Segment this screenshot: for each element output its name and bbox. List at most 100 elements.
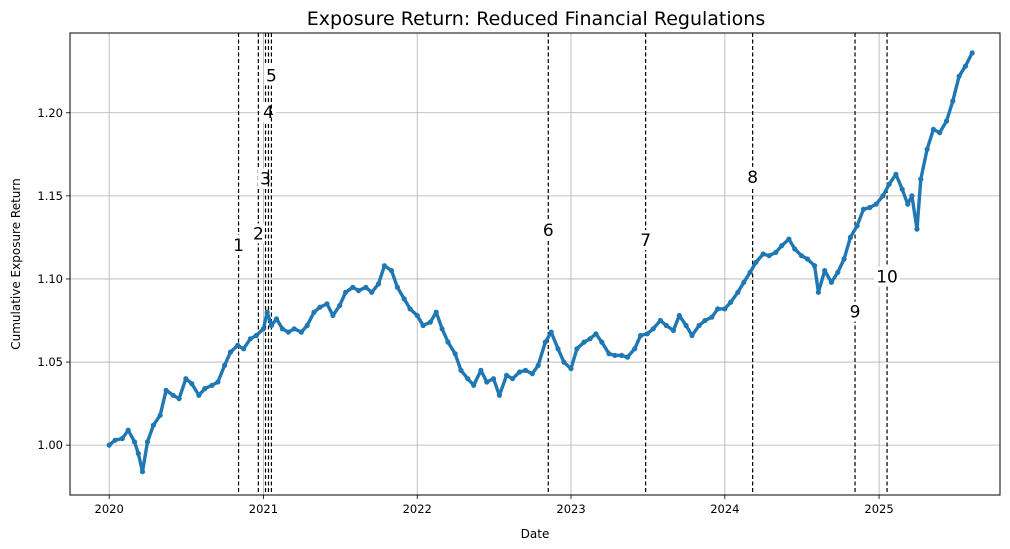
data-point [722, 306, 728, 312]
data-point [324, 301, 330, 307]
data-point [880, 193, 886, 199]
data-point [106, 442, 112, 448]
data-point [828, 279, 835, 285]
data-point [343, 289, 349, 295]
grid-lines [70, 33, 1000, 495]
data-point [170, 392, 176, 398]
data-point [741, 279, 747, 285]
event-label-bg [250, 223, 266, 244]
data-point [196, 392, 202, 398]
data-point [792, 246, 798, 252]
data-point [650, 326, 656, 332]
data-point [542, 339, 548, 345]
data-point [189, 381, 195, 387]
data-point [119, 435, 125, 442]
y-tick-label: 1.15 [37, 189, 63, 203]
data-point [414, 312, 420, 319]
data-point [478, 367, 484, 373]
chart-title: Exposure Return: Reduced Financial Regul… [307, 8, 765, 30]
x-axis-label: Date [521, 527, 550, 541]
data-point [273, 316, 280, 322]
data-point [144, 439, 151, 445]
x-tick-label: 2025 [864, 502, 893, 516]
data-point [496, 392, 502, 398]
data-point [683, 322, 689, 329]
data-point [131, 439, 138, 445]
data-point [279, 326, 285, 332]
data-point [311, 309, 317, 315]
data-point [247, 336, 253, 342]
data-point [381, 263, 387, 269]
data-point [753, 259, 759, 265]
data-point [253, 332, 259, 339]
data-point [715, 306, 721, 312]
data-point [139, 469, 146, 475]
data-point [937, 130, 943, 136]
data-point [905, 201, 911, 207]
data-point [260, 326, 266, 332]
y-tick-label: 1.10 [37, 272, 63, 286]
data-point [363, 284, 369, 290]
data-point [317, 304, 323, 310]
event-label: 6 [543, 221, 554, 241]
data-point [112, 437, 118, 443]
data-point [644, 331, 650, 337]
data-point [663, 322, 669, 329]
data-point [747, 269, 753, 275]
data-point [950, 98, 956, 104]
data-point [779, 243, 785, 249]
data-point [350, 284, 356, 290]
data-point [439, 326, 445, 332]
event-label: 5 [266, 67, 277, 87]
data-point [452, 351, 458, 357]
data-point [619, 352, 625, 358]
data-point [624, 354, 631, 360]
event-label-bg [847, 301, 863, 322]
x-tick-label: 2024 [710, 502, 739, 516]
plot-frame [69, 32, 1001, 496]
data-point [304, 322, 310, 329]
data-point [914, 226, 920, 232]
event-label-bg [231, 235, 247, 256]
data-point [555, 346, 561, 352]
data-point [899, 186, 905, 192]
event-label-bg [263, 65, 279, 86]
event-label-bg [745, 166, 761, 187]
data-point [612, 352, 618, 358]
data-point [798, 253, 805, 259]
data-point [268, 322, 274, 329]
data-point [471, 382, 477, 388]
data-point [125, 427, 131, 433]
data-point [599, 339, 605, 345]
data-point [689, 332, 695, 339]
data-point [394, 284, 400, 290]
data-point [847, 234, 854, 240]
data-point [337, 302, 343, 309]
data-point [587, 336, 593, 342]
data-series [106, 50, 975, 475]
data-point [930, 126, 937, 132]
data-point [962, 63, 969, 69]
data-point [867, 204, 873, 211]
data-point [909, 193, 915, 199]
data-point [330, 312, 336, 319]
data-point [593, 331, 599, 337]
data-point [786, 236, 792, 242]
data-point [638, 332, 644, 339]
x-tick-label: 2021 [249, 502, 278, 516]
y-tick-label: 1.20 [37, 106, 63, 120]
y-tick-label: 1.05 [37, 355, 63, 369]
event-label: 3 [260, 170, 271, 190]
event-markers: 12 3 4 5 6 7 8 9 10 [231, 33, 901, 495]
data-point [522, 367, 529, 373]
event-label-bg [258, 168, 274, 189]
event-label: 8 [747, 168, 758, 188]
x-axis-ticks: 2020 2021 2022 2023 2024 2025 [95, 495, 894, 516]
data-point [822, 268, 828, 274]
y-axis-label: Cumulative Exposure Return [9, 178, 23, 350]
data-point [183, 376, 189, 382]
y-axis-ticks: 1.00 1.05 1.10 1.15 1.20 [37, 106, 70, 452]
data-point [632, 346, 638, 352]
data-point [241, 346, 247, 352]
